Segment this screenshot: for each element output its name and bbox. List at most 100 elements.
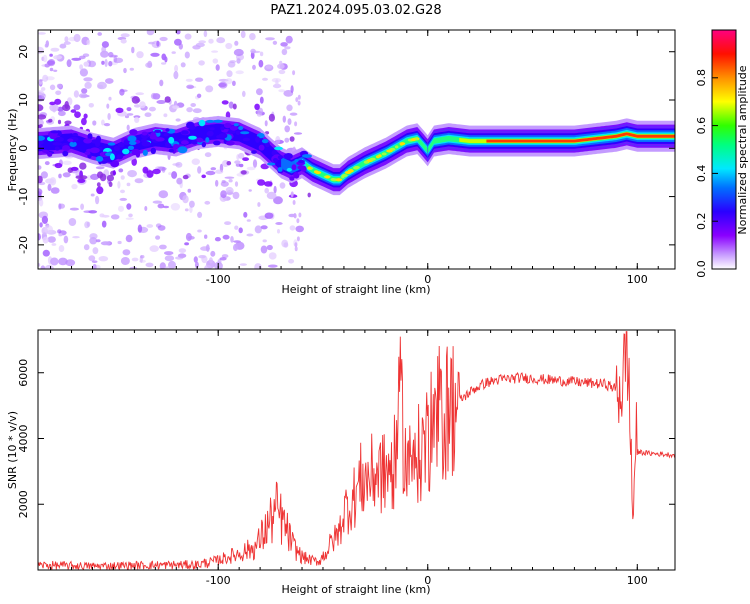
spectrogram-ridge-blob bbox=[109, 153, 115, 161]
spectrogram-noise-blob bbox=[246, 219, 251, 222]
spectrogram-noise-blob bbox=[259, 96, 264, 104]
spectrogram-noise-blob bbox=[79, 68, 88, 77]
spectrogram-noise-blob bbox=[284, 125, 291, 133]
spectrogram-noise-blob-dark bbox=[254, 103, 260, 111]
spectrogram-noise-blob bbox=[175, 30, 181, 35]
spectrogram-noise-blob bbox=[86, 39, 91, 46]
spectrogram-noise-blob bbox=[204, 152, 212, 158]
spectrogram-noise-blob bbox=[296, 236, 300, 242]
spectrogram-ridge-blob bbox=[265, 141, 270, 148]
spectrogram-noise-blob bbox=[101, 60, 105, 65]
spectrogram-noise-blob bbox=[38, 32, 46, 35]
snr-xtick-label: 0 bbox=[424, 574, 431, 587]
spectrogram-noise-blob bbox=[297, 94, 301, 100]
colorbar-tick-label: 0.2 bbox=[695, 212, 708, 230]
spectrogram-ridge-blob bbox=[255, 136, 260, 143]
spectrogram-noise-blob bbox=[182, 195, 189, 204]
spectrogram-ridge-spot bbox=[378, 154, 382, 158]
spectrogram-noise-blob bbox=[195, 77, 204, 82]
spectrogram-ridge-blob bbox=[229, 126, 238, 131]
spectrogram-ridge-spot bbox=[410, 138, 416, 142]
spectrogram-noise-blob bbox=[197, 166, 202, 174]
snr-xtick-label: -100 bbox=[206, 574, 231, 587]
spectrogram-noise-blob bbox=[66, 59, 72, 68]
spectrogram-noise-blob bbox=[55, 90, 62, 96]
spectrogram-noise-blob bbox=[56, 83, 63, 89]
spectrogram-ridge-blob bbox=[113, 145, 120, 152]
spectrogram-noise-blob bbox=[249, 33, 256, 41]
spectrogram-noise-blob bbox=[264, 187, 270, 194]
spectrogram-noise-blob bbox=[275, 79, 279, 86]
spectrogram-noise-blob bbox=[216, 37, 226, 44]
spectrogram-ridge-blob bbox=[47, 151, 53, 157]
spectrogram-noise-blob bbox=[289, 112, 298, 116]
spectrogram-noise-blob bbox=[277, 63, 285, 69]
spectrogram-ridge-blob bbox=[205, 119, 215, 123]
spectrogram-noise-blob bbox=[262, 77, 268, 81]
spectrogram-noise-blob bbox=[89, 233, 98, 240]
spectrogram-noise-blob bbox=[189, 206, 193, 214]
spectrogram-noise-blob bbox=[38, 46, 44, 54]
spectrogram-noise-blob bbox=[38, 165, 42, 170]
spectrogram-ytick-label: 10 bbox=[17, 93, 30, 107]
spectrogram-ridge-blob bbox=[116, 154, 124, 160]
spectrogram-noise-blob bbox=[210, 167, 217, 171]
spectrogram-noise-blob bbox=[286, 104, 293, 112]
spectrogram-noise-blob bbox=[205, 244, 210, 252]
spectrogram-noise-blob-dark bbox=[83, 113, 88, 119]
spectrogram-ridge-blob bbox=[220, 126, 225, 131]
spectrogram-noise-blob bbox=[97, 32, 102, 36]
spectrogram-noise-blob bbox=[73, 104, 81, 111]
spectrogram-noise-blob bbox=[84, 81, 92, 89]
spectrogram-ridge-blob bbox=[227, 129, 236, 134]
spectrogram-noise-blob-dark bbox=[57, 119, 62, 125]
spectrogram-xtick-label: 0 bbox=[424, 273, 431, 286]
spectrogram-ridge-blob bbox=[87, 133, 93, 140]
spectrogram-noise-blob-dark bbox=[131, 157, 137, 166]
spectrogram-noise-blob bbox=[139, 101, 146, 109]
spectrogram-noise-blob bbox=[175, 118, 181, 122]
spectrogram-noise-blob bbox=[148, 106, 156, 112]
spectrogram-ridge-band-0 bbox=[38, 115, 675, 196]
spectrogram-ridge-blob bbox=[177, 146, 188, 154]
spectrogram-noise-blob-dark bbox=[115, 107, 124, 114]
spectrogram-ytick-label: 20 bbox=[17, 45, 30, 59]
spectrogram-noise-blob-dark bbox=[146, 170, 154, 178]
spectrogram-noise-blob bbox=[135, 92, 145, 96]
spectrogram-ridge-blob bbox=[127, 135, 137, 142]
snr-ytick-label: 2000 bbox=[17, 490, 30, 518]
colorbar-tick-label: 0.8 bbox=[695, 69, 708, 87]
spectrogram-ridge-blob bbox=[155, 137, 165, 142]
spectrogram-noise-blob bbox=[204, 234, 208, 239]
spectrogram-noise-blob bbox=[152, 200, 163, 204]
spectrogram-ridge-blob bbox=[165, 141, 171, 149]
spectrogram-noise-blob bbox=[131, 46, 135, 54]
spectrogram-noise-blob bbox=[44, 225, 54, 234]
spectrogram-noise-blob bbox=[118, 205, 124, 212]
spectrogram-ridge-blob bbox=[150, 132, 157, 139]
spectrogram-ridge-spot bbox=[386, 149, 393, 153]
spectrogram-ridge-blob bbox=[225, 141, 235, 146]
spectrogram-ridge-blob bbox=[62, 145, 71, 152]
spectrogram-noise-blob bbox=[220, 181, 229, 187]
spectrogram-noise-blob bbox=[125, 234, 133, 243]
spectrogram-noise-blob bbox=[170, 203, 181, 211]
spectrogram-noise-blob bbox=[59, 43, 67, 49]
spectrogram-noise-blob bbox=[294, 246, 298, 252]
spectrogram-ridge-blob bbox=[180, 140, 189, 145]
spectrogram-noise-blob bbox=[129, 266, 138, 269]
spectrogram-noise-blob bbox=[212, 58, 219, 64]
spectrogram-ridge-blob bbox=[110, 160, 120, 168]
spectrogram-ridge-spot bbox=[325, 175, 330, 179]
spectrogram-noise-blob bbox=[73, 90, 79, 98]
spectrogram-noise-blob bbox=[184, 208, 189, 212]
spectrogram-noise-blob bbox=[228, 179, 233, 183]
spectrogram-noise-blob bbox=[224, 176, 235, 179]
spectrogram-noise-blob bbox=[210, 250, 216, 257]
spectrogram-noise-blob bbox=[52, 105, 57, 113]
spectrogram-noise-blob bbox=[158, 190, 169, 199]
spectrogram-ridge-blob bbox=[42, 149, 49, 153]
spectrogram-noise-blob bbox=[265, 65, 272, 69]
